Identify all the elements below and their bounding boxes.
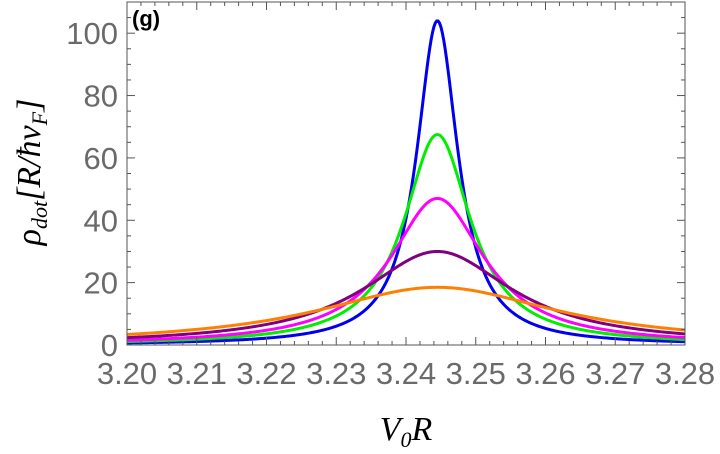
y-axis-title: ρdot[R/ħvF] (11, 99, 52, 247)
x-tick-label: 3.20 (97, 356, 157, 391)
series-line-1 (126, 19, 686, 345)
ticks-layer (126, 1, 686, 346)
panel-label: (g) (132, 6, 160, 31)
plot-frame (126, 1, 686, 346)
y-tick-label: 100 (66, 16, 118, 51)
y-tick-label: 40 (84, 203, 118, 238)
x-tick-label: 3.24 (376, 356, 436, 391)
y-tick-label: 80 (84, 79, 118, 114)
x-tick-label: 3.27 (585, 356, 645, 391)
y-tick-label: 20 (84, 266, 118, 301)
x-tick-label: 3.23 (306, 356, 366, 391)
x-tick-label: 3.22 (236, 356, 296, 391)
x-tick-label: 3.25 (446, 356, 506, 391)
y-tick-label: 0 (101, 328, 118, 363)
x-tick-label: 3.21 (167, 356, 227, 391)
curves-layer (126, 19, 686, 345)
series-line-4 (126, 249, 686, 340)
x-tick-label: 3.28 (655, 356, 715, 391)
x-tick-label: 3.26 (515, 356, 575, 391)
series-line-5 (126, 285, 686, 336)
x-axis-title: V0R (380, 411, 433, 452)
series-line-2 (126, 133, 686, 343)
tick-labels-layer: 3.20 3.21 3.22 3.23 3.24 3.25 3.26 3.27 3.28 0 20 4… (66, 16, 715, 391)
y-tick-label: 60 (84, 141, 118, 176)
series-line-3 (126, 196, 686, 342)
